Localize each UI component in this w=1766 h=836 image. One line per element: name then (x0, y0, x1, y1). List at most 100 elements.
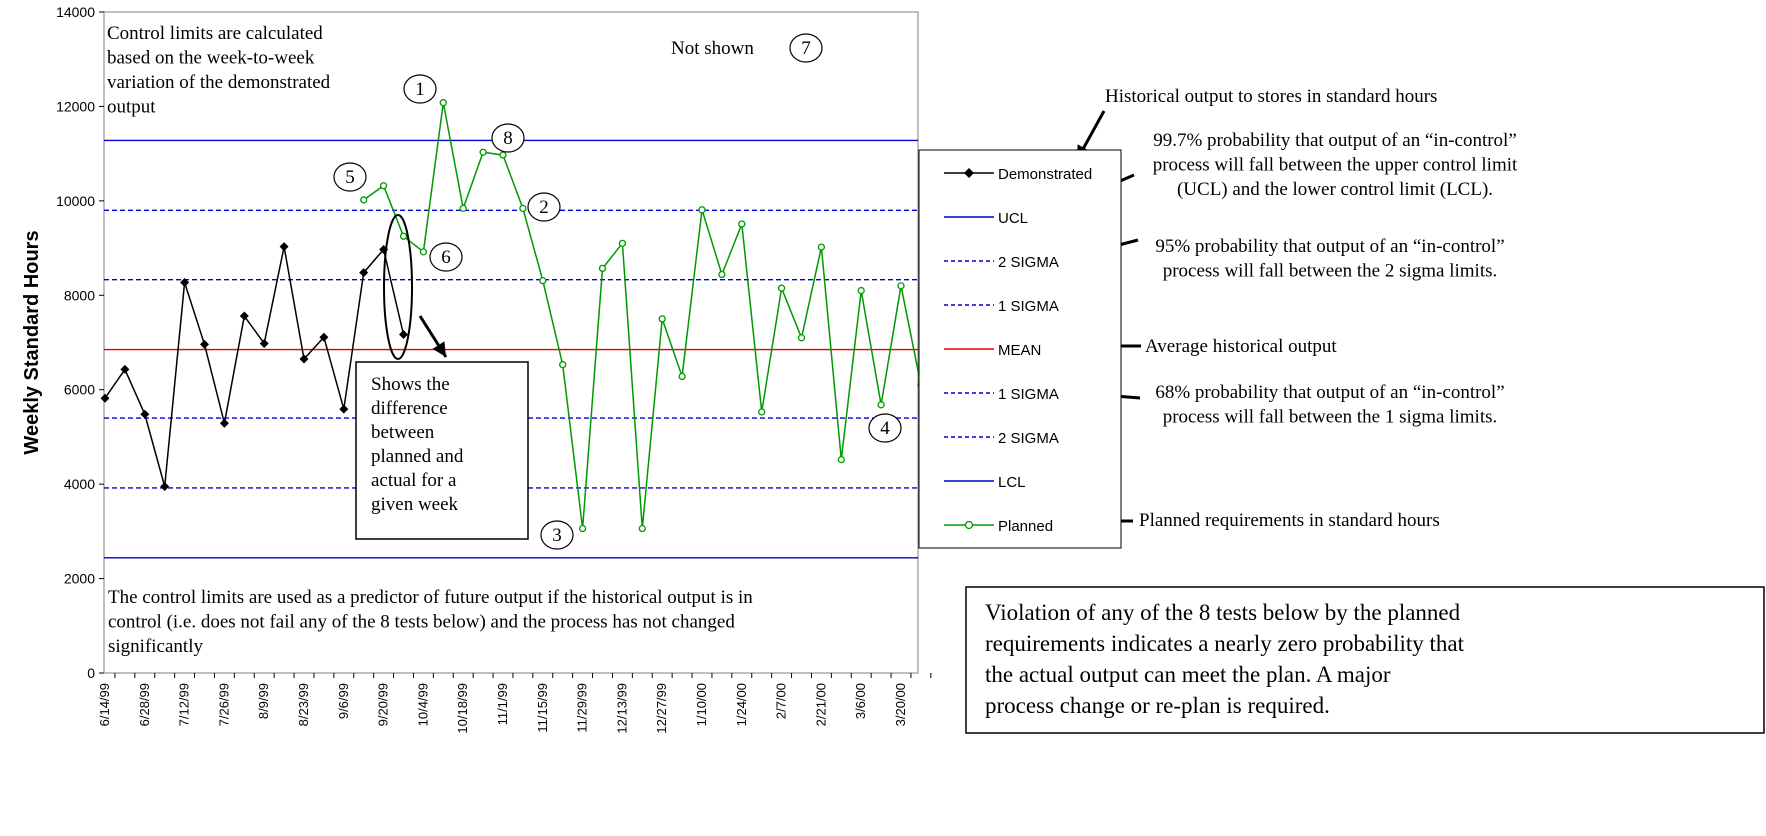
x-tick-label: 1/24/00 (734, 683, 749, 726)
legend-label: 2 SIGMA (998, 430, 1059, 447)
test-marker-2 (527, 192, 561, 222)
demonstrated-point (120, 364, 130, 374)
y-tick-label: 0 (87, 665, 95, 681)
test-marker-label: 6 (441, 247, 451, 268)
planned-point (877, 401, 885, 409)
planned-point (459, 204, 467, 213)
note-one-sigma: 68% probability that output of an “in-co… (1155, 382, 1504, 428)
y-tick-label: 6000 (64, 382, 95, 398)
test-marker-label: 8 (503, 128, 513, 149)
y-tick-label: 12000 (56, 98, 95, 114)
legend-label: UCL (998, 210, 1028, 227)
planned-point (658, 315, 666, 323)
legend-label: Demonstrated (998, 166, 1092, 183)
x-tick-label: 10/18/99 (455, 683, 470, 734)
planned-point (777, 284, 786, 292)
test-marker-label: 5 (345, 167, 355, 188)
y-tick-label: 4000 (64, 476, 95, 492)
demonstrated-point (339, 404, 349, 414)
x-tick-label: 11/1/99 (495, 683, 510, 725)
note-predictor: The control limits are used as a predict… (108, 587, 753, 657)
test-marker-label: 4 (880, 418, 890, 439)
planned-point (379, 182, 388, 190)
y-tick-label: 2000 (64, 571, 95, 587)
planned-point (678, 372, 686, 381)
demonstrated-line (104, 246, 405, 487)
demonstrated-point (219, 418, 229, 428)
x-tick-label: 8/23/99 (296, 683, 311, 726)
annotations: Control limits are calculated based on th… (107, 23, 1765, 734)
x-tick-label: 9/6/99 (336, 683, 351, 719)
demonstrated-point (359, 268, 369, 278)
legend-label: 2 SIGMA (998, 254, 1059, 271)
test-marker-8 (491, 123, 525, 153)
planned-point (797, 334, 806, 342)
test-marker-label: 1 (415, 79, 425, 100)
planned-point (519, 204, 527, 213)
planned-point (837, 455, 845, 464)
planned-point (598, 264, 607, 273)
legend-label: 1 SIGMA (998, 298, 1059, 315)
gap-arrow-head (432, 341, 446, 357)
violation-box-text: Violation of any of the 8 tests below by… (985, 600, 1465, 718)
y-tick-label: 8000 (64, 287, 95, 303)
y-axis-label: Weekly Standard Hours (21, 230, 43, 454)
legend: Demonstrated UCL 2 SIGMA 1 SIGMA MEAN 1 SIGMA… (918, 149, 1122, 549)
x-tick-label: 2/21/00 (813, 683, 828, 726)
planned-point (539, 276, 547, 285)
circled-test-markers: 1 2 3 4 5 6 7 8 (333, 33, 902, 550)
planned-point (718, 270, 726, 279)
plot-frame (103, 11, 919, 674)
note-two-sigma: 95% probability that output of an “in-co… (1155, 236, 1504, 282)
legend-label: Planned (998, 518, 1053, 535)
planned-point (559, 361, 567, 369)
x-tick-label: 2/7/00 (774, 683, 789, 719)
demonstrated-point (180, 278, 190, 288)
planned-point (857, 286, 865, 295)
legend-marker (964, 168, 974, 178)
test-marker-5 (333, 162, 367, 192)
planned-point (499, 151, 507, 159)
x-tick-label: 7/12/99 (177, 683, 192, 726)
x-tick-label: 11/15/99 (535, 683, 550, 733)
planned-point (618, 239, 627, 248)
test-marker-1 (403, 74, 437, 104)
x-tick-label: 10/4/99 (415, 683, 430, 726)
x-tick-label: 7/26/99 (216, 683, 231, 726)
planned-point (360, 196, 368, 204)
x-tick-label: 8/9/99 (256, 683, 271, 719)
x-tick-label: 6/28/99 (137, 683, 152, 726)
x-tick-label: 12/13/99 (614, 683, 629, 734)
planned-point (698, 206, 706, 214)
planned-point (738, 220, 746, 228)
planned-point (578, 524, 587, 533)
test-marker-label: 2 (539, 197, 549, 218)
planned-point (638, 524, 646, 533)
legend-marker (964, 520, 974, 530)
x-tick-label: 11/29/99 (575, 683, 590, 733)
demonstrated-point (299, 354, 309, 364)
planned-point (439, 99, 447, 107)
x-tick-label: 1/10/00 (694, 683, 709, 726)
x-tick-label: 3/6/00 (853, 683, 868, 719)
y-tick-label: 10000 (56, 193, 95, 209)
x-tick-label: 3/20/00 (893, 683, 908, 726)
note-planned: Planned requirements in standard hours (1139, 510, 1440, 531)
demonstrated-point (200, 339, 209, 349)
x-tick-label: 9/20/99 (376, 683, 391, 726)
test-marker-label: 3 (552, 525, 562, 546)
difference-box-text: Shows the difference between planned and act… (371, 374, 464, 515)
planned-point (897, 282, 905, 290)
note-mean: Average historical output (1145, 336, 1337, 357)
test-marker-6 (429, 242, 463, 272)
note-control-limits: Control limits are calculated based on th… (107, 23, 331, 118)
y-tick-label: 14000 (56, 4, 95, 20)
demonstrated-point (259, 338, 269, 348)
legend-label: 1 SIGMA (998, 386, 1059, 403)
planned-point (758, 408, 766, 416)
demonstrated-point (160, 482, 170, 492)
note-not-shown: Not shown (671, 38, 754, 59)
planned-point (419, 248, 428, 256)
legend-label: LCL (998, 474, 1026, 491)
